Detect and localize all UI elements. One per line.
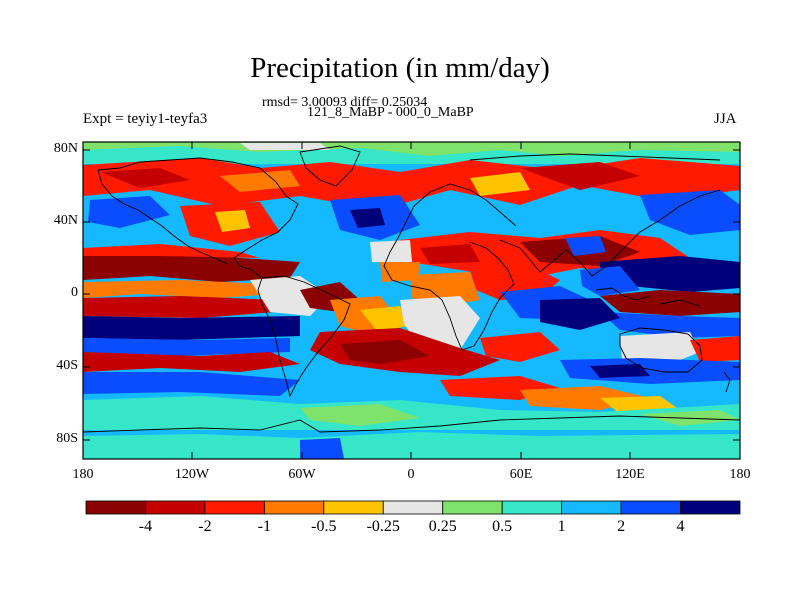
eq-pacific-orange [83, 280, 300, 298]
w-sahel-orange [380, 262, 420, 282]
y-tick-label-40s: 40S [56, 358, 78, 373]
colorbar-label: -2 [198, 518, 212, 535]
s-indian-red [480, 332, 560, 362]
y-tick-label-80n: 80N [53, 141, 78, 156]
x-tick-label-0: 0 [407, 467, 415, 482]
southern-ocean-aqua [83, 396, 740, 430]
tibet-blue [565, 236, 606, 256]
colorbar-swatch [561, 500, 622, 515]
colorbar-swatch [680, 500, 741, 515]
x-tick-label-120e: 120E [615, 467, 645, 482]
s-pacific-40s-blue [83, 372, 300, 396]
colorbar [85, 500, 741, 515]
colorbar-label: 2 [617, 518, 626, 535]
stats-line: rmsd= 3.00093 diff= 0.25034 [262, 95, 428, 110]
eq-pacific-red [83, 296, 300, 318]
x-tick-marks [82, 142, 741, 459]
s-pacific-40s-red [83, 352, 300, 372]
colorbar-label: 4 [676, 518, 685, 535]
x-tick-label-180e: 180 [729, 467, 751, 482]
n-pacific-itcz-darkred [83, 250, 300, 282]
n-atlantic-navy [350, 208, 385, 228]
southern-ocean-green [300, 404, 420, 426]
colorbar-swatch [442, 500, 503, 515]
s-pacific-blue [83, 338, 290, 356]
s-pacific-navy [83, 316, 300, 340]
colorbar-label: -0.5 [311, 518, 337, 535]
colorbar-label: 1 [557, 518, 566, 535]
y-tick-marks [83, 149, 740, 441]
experiment-periods: 121_8_MaBP - 000_0_MaBP [307, 105, 474, 120]
colorbar-label: -4 [138, 518, 153, 535]
siberia-darkred [520, 162, 640, 190]
guinea-orange [410, 272, 480, 306]
colorbar-label: -0.25 [366, 518, 400, 535]
colorbar-swatch [145, 500, 206, 515]
w-pacific-navy [600, 256, 740, 292]
colorbar-swatch [204, 500, 265, 515]
usa-yellow [215, 210, 250, 232]
e-australia-red [690, 336, 740, 362]
x-tick-label-60w: 60W [288, 467, 316, 482]
nw-pacific-blue [640, 190, 740, 235]
coastlines [83, 145, 740, 433]
colorbar-label: 0.25 [428, 518, 457, 535]
na-darkred-1 [100, 168, 190, 188]
sw-pacific-blue [600, 312, 740, 338]
maritime-darkred [600, 290, 740, 316]
y-tick-label-40n: 40N [53, 213, 78, 228]
s-indian-40s-navy [590, 364, 650, 378]
x-tick-label-60e: 60E [509, 467, 533, 482]
colorbar-swatch [263, 500, 325, 515]
antarctica-aqua [83, 432, 740, 459]
colorbar-swatch [501, 500, 563, 515]
n-pacific-itcz-red [83, 244, 260, 258]
na-orange [220, 170, 300, 192]
x-tick-label-120w: 120W [174, 467, 210, 482]
eurasia-yellow [470, 172, 530, 196]
ne-pacific-blue [88, 196, 170, 228]
y-tick-label-80s: 80S [56, 431, 78, 446]
arctic-grey [240, 143, 330, 150]
s-atlantic-darkred [340, 340, 430, 364]
colorbar-swatch [620, 500, 681, 515]
sahara-darkred [420, 244, 480, 264]
s-atlantic-yellow [360, 306, 408, 332]
season-label: JJA [714, 111, 737, 127]
antarctica-blue [300, 438, 344, 459]
colorbar-swatch [323, 500, 384, 515]
colorbar-label: -1 [257, 518, 272, 535]
c-indian-navy [540, 298, 620, 330]
map-fields [83, 142, 740, 459]
colorbar-label: 0.5 [492, 518, 513, 535]
experiment-label: Expt = teyiy1-teyfa3 [83, 111, 208, 127]
y-tick-label-0: 0 [71, 285, 78, 300]
colorbar-swatch [85, 500, 146, 515]
colorbar-swatch [382, 500, 444, 515]
x-tick-label-180w: 180 [72, 467, 94, 482]
figure-title: Precipitation (in mm/day) [250, 52, 550, 84]
